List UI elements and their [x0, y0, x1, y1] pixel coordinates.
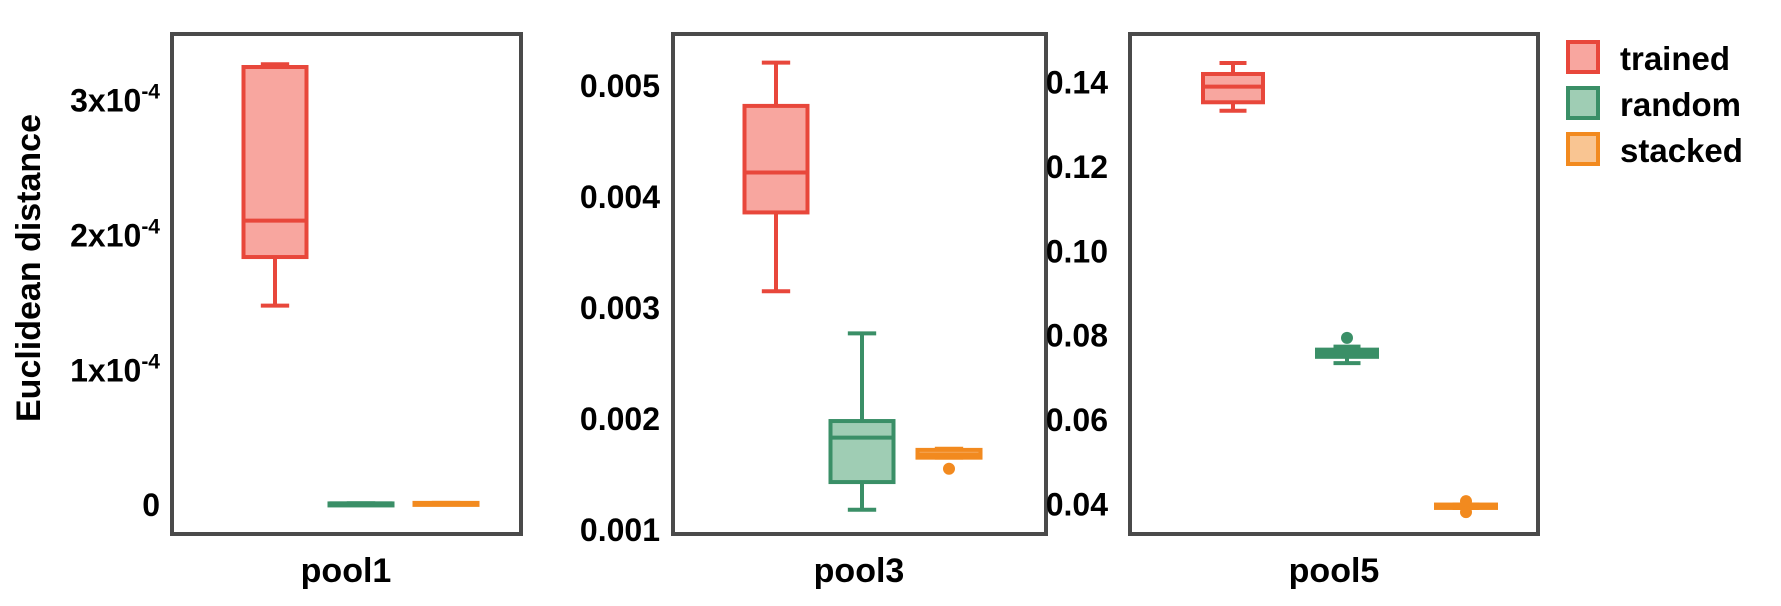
box-random — [1315, 331, 1379, 366]
box-series — [1201, 61, 1498, 519]
outlier-point — [943, 462, 955, 475]
box-iqr — [828, 419, 896, 485]
box-stacked — [915, 446, 983, 475]
y-tick-label: 1x10-4 — [70, 350, 160, 388]
legend-swatch-trained — [1566, 40, 1600, 74]
panel-pool3: 0.001 0.002 0.003 0.004 0.005 pool3 — [580, 32, 1048, 590]
y-tick-label: 0.08 — [1046, 318, 1108, 354]
y-tick-label: 0.001 — [580, 512, 660, 548]
box-trained — [742, 60, 810, 294]
box-stacked — [412, 500, 480, 507]
box-iqr — [742, 103, 810, 215]
outlier-point — [1460, 495, 1472, 508]
box-random — [327, 501, 395, 508]
x-axis-label-pool1: pool1 — [301, 552, 392, 590]
x-axis-label-pool5: pool5 — [1289, 552, 1380, 590]
y-tick-label: 0.003 — [580, 290, 660, 326]
y-tick-label: 0.004 — [580, 179, 660, 215]
y-axis-label: Euclidean distance — [10, 114, 48, 422]
legend-label-random: random — [1620, 86, 1741, 123]
y-tick-label: 0.14 — [1046, 64, 1108, 100]
legend: trained random stacked — [1566, 40, 1743, 169]
y-tick-labels: 0 1x10-4 2x10-4 3x10-4 — [70, 81, 160, 523]
x-axis-label-pool3: pool3 — [814, 552, 905, 590]
legend-swatch-random — [1566, 86, 1600, 120]
legend-swatch-stacked — [1566, 132, 1600, 166]
y-tick-label: 0.12 — [1046, 149, 1108, 185]
plot-frame — [170, 32, 523, 536]
panel-pool1: 0 1x10-4 2x10-4 3x10-4 pool1 — [70, 32, 523, 590]
y-tick-label: 0.04 — [1046, 487, 1108, 523]
outlier-point — [1460, 506, 1472, 519]
y-tick-label: 3x10-4 — [70, 81, 160, 119]
box-trained — [1201, 61, 1265, 113]
y-tick-label: 0.002 — [580, 401, 660, 437]
box-trained — [241, 62, 309, 308]
box-stacked — [1434, 495, 1498, 519]
plot-frame — [671, 32, 1048, 536]
y-tick-label: 0.10 — [1046, 233, 1108, 269]
y-tick-labels: 0.001 0.002 0.003 0.004 0.005 — [580, 68, 660, 548]
y-tick-label: 0 — [142, 487, 160, 523]
y-tick-labels: 0.04 0.06 0.08 0.10 0.12 0.14 — [1046, 64, 1108, 522]
box-series — [241, 62, 480, 508]
legend-label-trained: trained — [1620, 40, 1730, 77]
box-iqr — [241, 65, 309, 260]
outlier-point — [1341, 331, 1353, 344]
y-tick-label: 2x10-4 — [70, 215, 160, 253]
panel-pool5: 0.04 0.06 0.08 0.10 0.12 0.14 pool5 — [1046, 32, 1540, 590]
y-tick-label: 0.005 — [580, 68, 660, 104]
box-series — [742, 60, 983, 512]
plot-frame — [1128, 32, 1540, 536]
legend-label-stacked: stacked — [1620, 132, 1743, 169]
box-random — [828, 331, 896, 512]
y-tick-label: 0.06 — [1046, 402, 1108, 438]
